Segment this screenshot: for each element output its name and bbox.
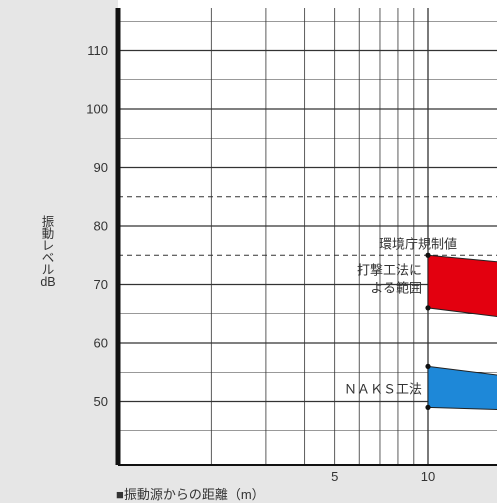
x-tick-labels: 5102030 bbox=[331, 469, 435, 484]
x-tick-label: 5 bbox=[331, 469, 338, 484]
series-label: 打撃工法に bbox=[357, 262, 422, 277]
data-point bbox=[425, 404, 431, 410]
y-axis-label: 振動レベル dB bbox=[40, 215, 55, 289]
y-tick-label: 100 bbox=[86, 102, 108, 117]
y-axis-label-line: dB bbox=[40, 275, 55, 289]
reference-line-label: 環境庁規制値 bbox=[379, 236, 457, 251]
series-layer bbox=[425, 252, 497, 411]
data-point bbox=[425, 252, 431, 258]
y-axis-label-line: 動 bbox=[42, 227, 55, 241]
series-band bbox=[427, 365, 497, 411]
x-tick-label: 10 bbox=[421, 469, 435, 484]
x-axis-label: ■振動源からの距離（m） bbox=[116, 487, 265, 502]
reference-labels: 環境庁規制値 bbox=[379, 236, 457, 251]
series-band bbox=[427, 254, 497, 318]
reference-lines bbox=[118, 196, 497, 256]
left-band bbox=[0, 0, 118, 503]
y-axis-label-line: ベ bbox=[42, 251, 55, 265]
y-tick-labels: 50 60 70 80 90 100 110 bbox=[86, 43, 108, 409]
series-label: よる範囲 bbox=[370, 280, 422, 295]
y-axis-label-line: ル bbox=[42, 263, 55, 277]
y-axis-label-line: レ bbox=[42, 239, 55, 253]
y-tick-label: 60 bbox=[94, 336, 108, 351]
y-tick-label: 80 bbox=[94, 219, 108, 234]
data-point bbox=[425, 305, 431, 311]
y-tick-label: 50 bbox=[94, 394, 108, 409]
y-tick-label: 110 bbox=[87, 43, 108, 58]
y-tick-label: 70 bbox=[94, 277, 108, 292]
bottom-band bbox=[118, 465, 497, 503]
y-tick-label: 90 bbox=[94, 160, 108, 175]
y-axis-label-line: 振 bbox=[42, 215, 55, 229]
series-label: ＮＡＫＳ工法 bbox=[344, 381, 422, 396]
data-point bbox=[425, 363, 431, 369]
